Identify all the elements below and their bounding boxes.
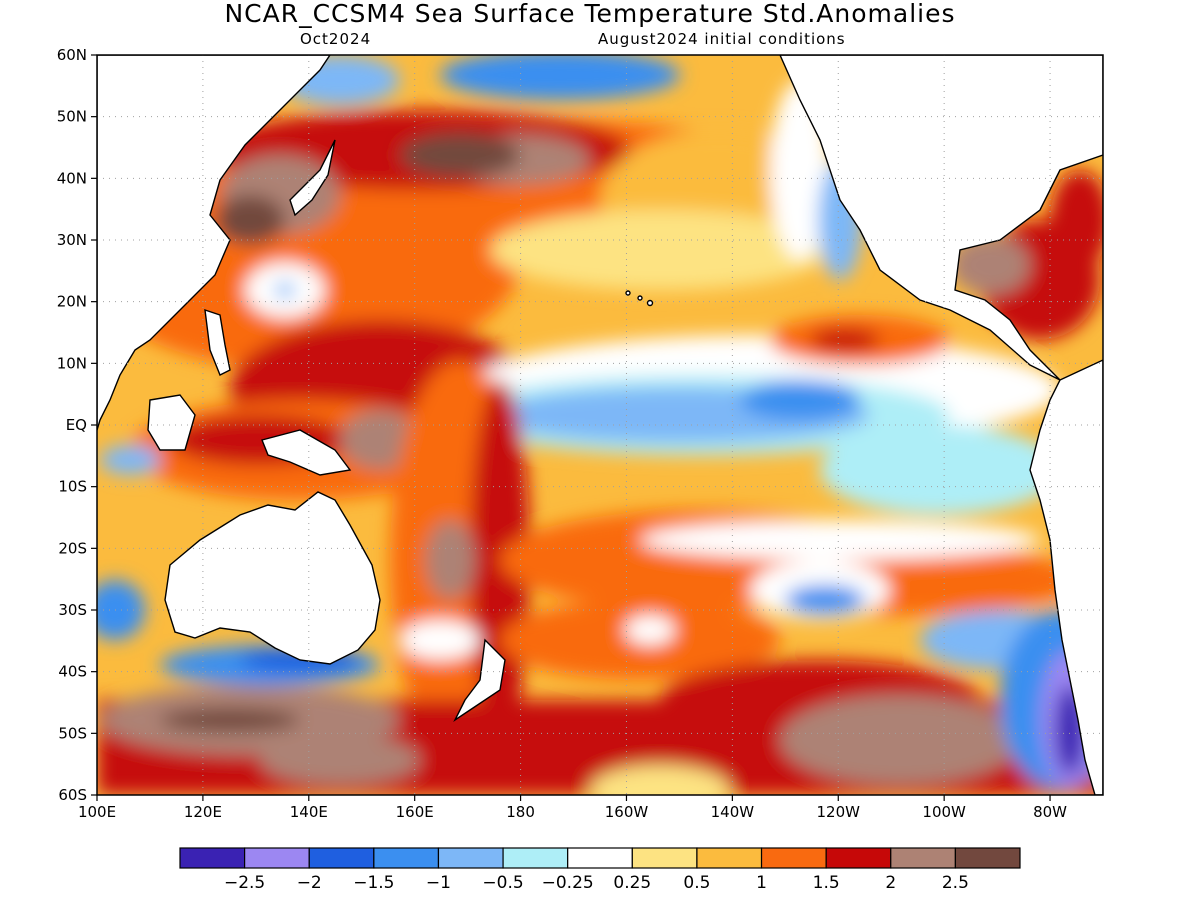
initial-conditions-label: August2024 initial conditions: [598, 30, 846, 48]
colorbar-label: 1.5: [813, 873, 840, 893]
colorbar-swatch: [890, 847, 956, 869]
colorbar-swatch: [954, 847, 1021, 869]
lat-tick-label: 20S: [58, 539, 87, 557]
new-zealand-landmass: [453, 638, 506, 723]
lat-tick-label: 30N: [57, 231, 87, 249]
north-america-landmass: [779, 55, 1103, 381]
colorbar-swatch: [567, 847, 633, 869]
colorbar-label: 1: [756, 873, 767, 893]
lon-tick-label: 120W: [817, 803, 861, 821]
lon-tick-label: 80W: [1033, 803, 1067, 821]
lat-tick-label: 30S: [58, 601, 87, 619]
lat-tick-label: 50N: [57, 108, 87, 126]
colorbar-label: 2: [885, 873, 896, 893]
colorbar-label: 2.5: [942, 873, 969, 893]
asia-landmass: [97, 55, 331, 431]
colorbar-label: 0.25: [613, 873, 651, 893]
lon-tick-label: 160E: [396, 803, 434, 821]
lat-tick-label: 40N: [57, 169, 87, 187]
lat-tick-label: 60N: [57, 46, 87, 64]
colorbar-swatch: [696, 847, 763, 869]
lat-tick-label: 50S: [58, 724, 87, 742]
colorbar: −2.5 −2 −1.5 −1 −0.5 −0.25 0.25 0.5 1 1.5 2 2.5: [179, 847, 1021, 893]
lat-tick-label: 40S: [58, 663, 87, 681]
south-america-landmass: [1029, 359, 1103, 795]
colorbar-swatch: [502, 847, 569, 869]
longitude-axis: 100E 120E 140E 160E 180 160W 140W 120W 100W 80W: [78, 795, 1067, 821]
lon-tick-label: 140E: [290, 803, 328, 821]
land-masses: [97, 55, 1103, 795]
lon-tick-label: 120E: [184, 803, 222, 821]
lon-tick-label: 140W: [711, 803, 755, 821]
colorbar-swatch: [308, 847, 375, 869]
colorbar-label: −1: [426, 873, 451, 893]
colorbar-label: −2.5: [224, 873, 265, 893]
lat-tick-label: 10S: [58, 478, 87, 496]
colorbar-swatch: [631, 847, 698, 869]
lon-tick-label: 100W: [922, 803, 966, 821]
colorbar-label: −2: [297, 873, 322, 893]
colorbar-swatch: [437, 847, 504, 869]
latitude-axis: 60N 50N 40N 30N 20N 10N EQ 10S 20S 30S 40S 50S 60S: [57, 46, 97, 804]
colorbar-label: −0.25: [542, 873, 594, 893]
colorbar-swatch: [244, 847, 310, 869]
colorbar-label: −0.5: [482, 873, 523, 893]
lat-tick-label: 60S: [58, 786, 87, 804]
lon-tick-label: 180: [506, 803, 535, 821]
colorbar-swatch: [760, 847, 827, 869]
colorbar-swatch: [825, 847, 892, 869]
colorbar-label: −1.5: [353, 873, 394, 893]
lat-tick-label: 10N: [57, 354, 87, 372]
australia-landmass: [164, 491, 381, 665]
chart-title: NCAR_CCSM4 Sea Surface Temperature Std.A…: [224, 0, 955, 28]
lat-tick-label: 20N: [57, 293, 87, 311]
new-guinea-landmass: [261, 429, 352, 476]
colorbar-swatch: [179, 847, 246, 869]
valid-month-label: Oct2024: [300, 30, 371, 48]
philippines-landmass: [204, 308, 231, 376]
anomaly-map: [97, 55, 1103, 795]
colorbar-label: 0.5: [683, 873, 710, 893]
lon-tick-label: 100E: [78, 803, 116, 821]
colorbar-swatch: [373, 847, 440, 869]
lat-tick-label: EQ: [66, 416, 87, 434]
lon-tick-label: 160W: [605, 803, 649, 821]
borneo-landmass: [147, 394, 196, 451]
japan-landmass: [289, 139, 336, 217]
